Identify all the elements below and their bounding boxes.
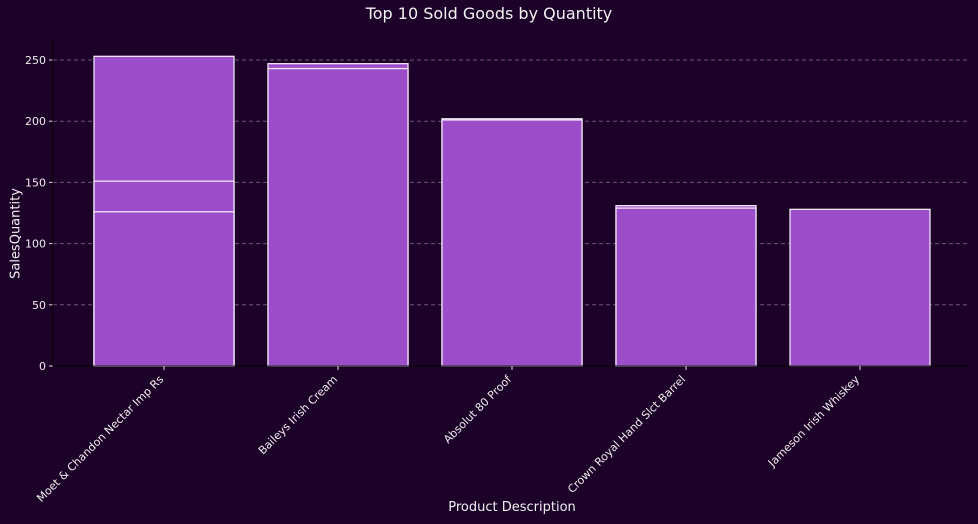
- y-tick-label: 100: [25, 238, 46, 251]
- x-axis-label: Product Description: [448, 500, 576, 515]
- bar: [789, 208, 931, 367]
- x-tick-label: Moet & Chandon Nectar Imp Rs: [34, 373, 166, 505]
- x-tick-label: Baileys Irish Cream: [256, 373, 340, 457]
- y-tick-label: 250: [25, 54, 46, 67]
- y-tick-label: 0: [39, 360, 46, 373]
- x-tick-label: Absolut 80 Proof: [441, 372, 515, 446]
- bar: [441, 119, 583, 367]
- y-tick-label: 50: [32, 299, 46, 312]
- y-tick-label: 200: [25, 115, 46, 128]
- bar: [93, 211, 235, 367]
- chart-title: Top 10 Sold Goods by Quantity: [365, 4, 613, 23]
- x-tick-label: Crown Royal Hand Slct Barrel: [565, 373, 688, 496]
- x-tick-label: Jameson Irish Whiskey: [765, 373, 862, 470]
- y-tick-label: 150: [25, 176, 46, 189]
- bar: [615, 207, 757, 367]
- bar: [267, 67, 409, 367]
